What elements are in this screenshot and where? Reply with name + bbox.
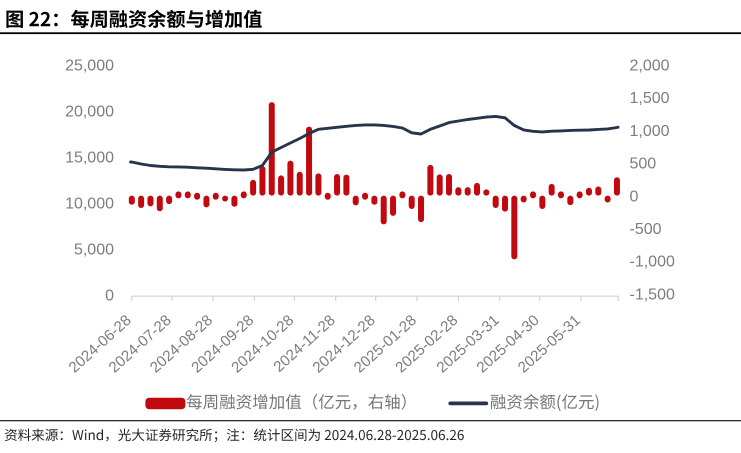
svg-text:-500: -500 (630, 221, 662, 238)
svg-text:1,000: 1,000 (630, 123, 670, 140)
svg-text:500: 500 (630, 156, 657, 173)
svg-text:0: 0 (105, 288, 114, 305)
svg-text:2,000: 2,000 (630, 58, 670, 75)
svg-text:-1,000: -1,000 (630, 254, 675, 271)
svg-text:20,000: 20,000 (65, 104, 114, 121)
svg-text:0: 0 (630, 188, 639, 205)
svg-text:25,000: 25,000 (65, 58, 114, 75)
svg-text:-1,500: -1,500 (630, 286, 675, 303)
svg-text:1,500: 1,500 (630, 90, 670, 107)
svg-text:5,000: 5,000 (74, 242, 114, 259)
svg-text:10,000: 10,000 (65, 196, 114, 213)
svg-text:15,000: 15,000 (65, 150, 114, 167)
